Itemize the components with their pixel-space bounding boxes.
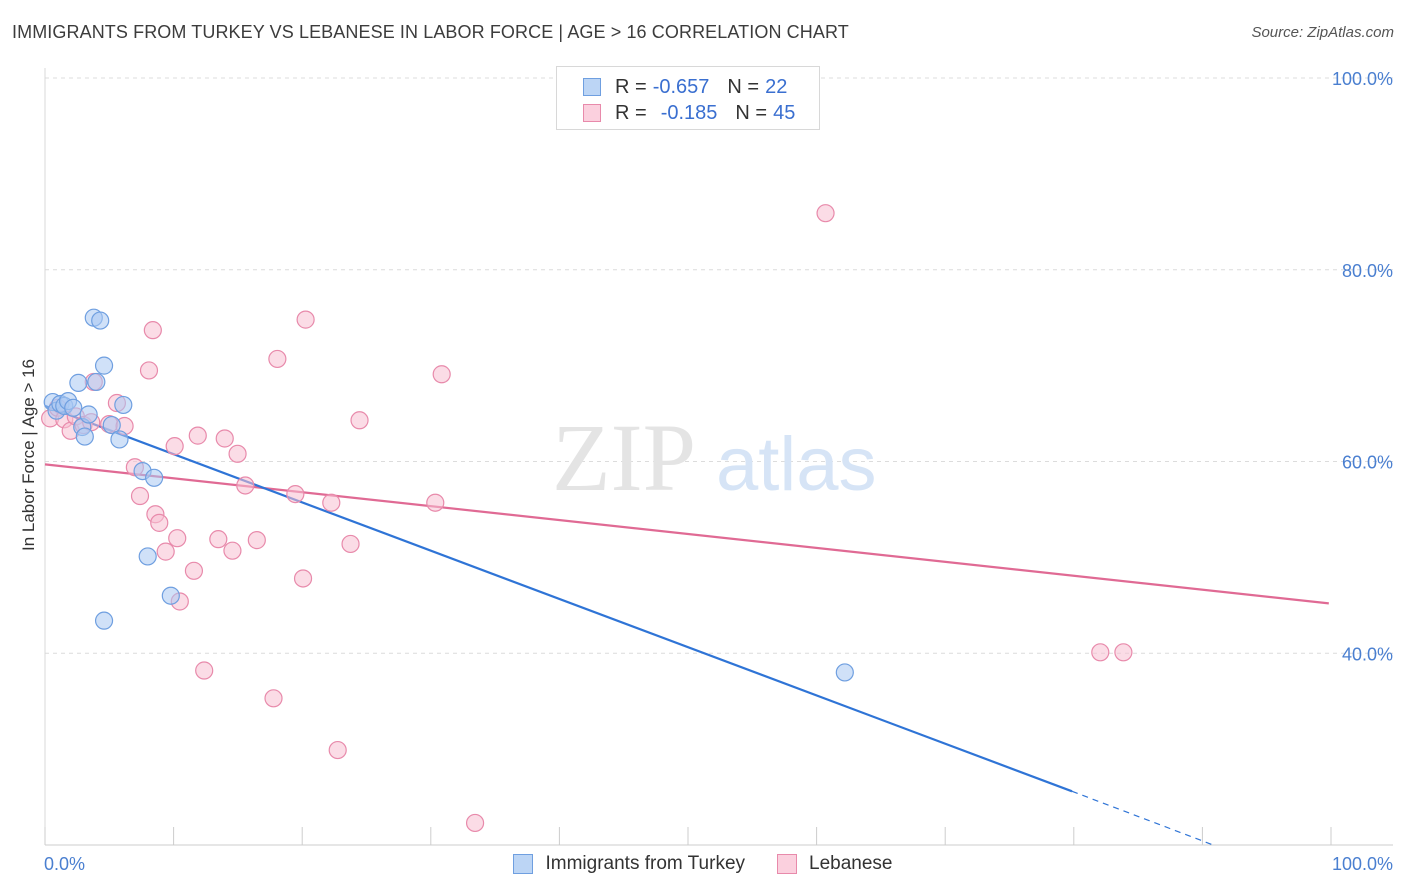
turkey-point <box>114 395 133 415</box>
chart-source: Source: ZipAtlas.com <box>1251 24 1394 41</box>
lebanese-point <box>268 349 287 369</box>
legend-swatch-lebanese <box>777 854 798 874</box>
turkey-point <box>64 398 83 417</box>
lebanese-point <box>432 365 451 384</box>
lebanese-point <box>130 486 150 506</box>
turkey-point <box>94 356 114 375</box>
turkey-point <box>79 405 98 424</box>
legend-item-lebanese[interactable]: Lebanese <box>777 853 893 875</box>
lebanese-point <box>150 513 169 532</box>
lebanese-r-value: -0.185 <box>660 101 718 124</box>
series-legend: Immigrants from Turkey Lebanese <box>0 852 1406 876</box>
y-tick-label: 100.0% <box>1332 69 1393 89</box>
lebanese-point <box>264 689 283 708</box>
lebanese-point <box>209 530 228 549</box>
lebanese-point <box>465 813 485 833</box>
turkey-r-label: R = <box>615 75 647 98</box>
lebanese-point <box>143 321 162 340</box>
turkey-point <box>102 415 121 435</box>
x-tick-label: 100.0% <box>1332 854 1393 874</box>
legend-label-turkey: Immigrants from Turkey <box>545 853 746 874</box>
data-points <box>41 204 1133 833</box>
turkey-point <box>87 372 106 392</box>
turkey-point <box>835 663 854 682</box>
watermark: ZIP atlas <box>552 404 877 511</box>
lebanese-point <box>293 569 313 588</box>
lebanese-point <box>350 411 369 430</box>
lebanese-n-value: 45 <box>773 101 796 124</box>
lebanese-point <box>816 204 835 223</box>
turkey-point <box>94 611 114 630</box>
lebanese-point <box>215 429 234 448</box>
axes <box>44 68 1393 846</box>
turkey-point <box>75 427 94 446</box>
lebanese-point <box>247 531 266 550</box>
lebanese-point <box>188 426 207 445</box>
lebanese-point <box>184 561 204 580</box>
turkey-point <box>161 586 180 605</box>
turkey-trend-line <box>44 404 1073 793</box>
lebanese-point <box>286 484 305 504</box>
lebanese-n-label: N = <box>735 101 768 124</box>
lebanese-point <box>156 542 175 561</box>
lebanese-point <box>322 493 341 512</box>
lebanese-point <box>236 476 255 495</box>
lebanese-point <box>168 529 187 548</box>
lebanese-point <box>165 437 184 456</box>
lebanese-point <box>1091 643 1110 662</box>
turkey-swatch <box>583 78 601 96</box>
trend-lines <box>44 404 1329 846</box>
turkey-point <box>138 547 157 566</box>
turkey-n-value: 22 <box>765 75 788 98</box>
lebanese-point <box>341 534 360 554</box>
lebanese-point <box>228 444 247 463</box>
lebanese-r-label: R = <box>615 101 647 124</box>
lebanese-point <box>223 541 242 560</box>
legend-label-lebanese: Lebanese <box>809 853 893 874</box>
chart-title: IMMIGRANTS FROM TURKEY VS LEBANESE IN LA… <box>12 22 849 42</box>
turkey-point <box>145 468 164 487</box>
turkey-point <box>110 430 129 449</box>
tick-labels: 40.0% 60.0% 80.0% 100.0% 0.0% 100.0% <box>44 69 1393 874</box>
turkey-point <box>69 373 88 392</box>
turkey-n-label: N = <box>727 75 760 98</box>
watermark-zip: ZIP <box>552 404 696 511</box>
y-tick-label: 40.0% <box>1342 644 1393 664</box>
y-tick-label: 80.0% <box>1342 261 1393 281</box>
legend-swatch-turkey <box>513 854 534 874</box>
lebanese-trend-line <box>44 463 1329 605</box>
lebanese-point <box>426 493 445 512</box>
lebanese-point <box>1114 643 1133 662</box>
turkey-r-value: -0.657 <box>652 75 710 98</box>
y-axis-label: In Labor Force | Age > 16 <box>19 359 38 551</box>
x-tick-label: 0.0% <box>44 854 85 874</box>
lebanese-point <box>139 361 159 380</box>
legend-row-turkey: R = -0.657 N = 22 <box>583 76 787 98</box>
y-tick-label: 60.0% <box>1342 453 1393 473</box>
lebanese-point <box>195 661 214 680</box>
turkey-point <box>91 311 110 330</box>
legend-row-lebanese: R = -0.185 N = 45 <box>583 102 795 124</box>
lebanese-point <box>328 740 347 760</box>
turkey-trend-extension <box>1071 790 1214 846</box>
legend-item-turkey[interactable]: Immigrants from Turkey <box>513 853 745 875</box>
lebanese-swatch <box>583 104 601 122</box>
lebanese-point <box>296 310 315 329</box>
watermark-atlas: atlas <box>716 422 877 507</box>
grid-lines <box>45 77 1393 654</box>
correlation-legend: R = -0.657 N = 22 R = -0.185 N = 45 <box>556 66 820 130</box>
